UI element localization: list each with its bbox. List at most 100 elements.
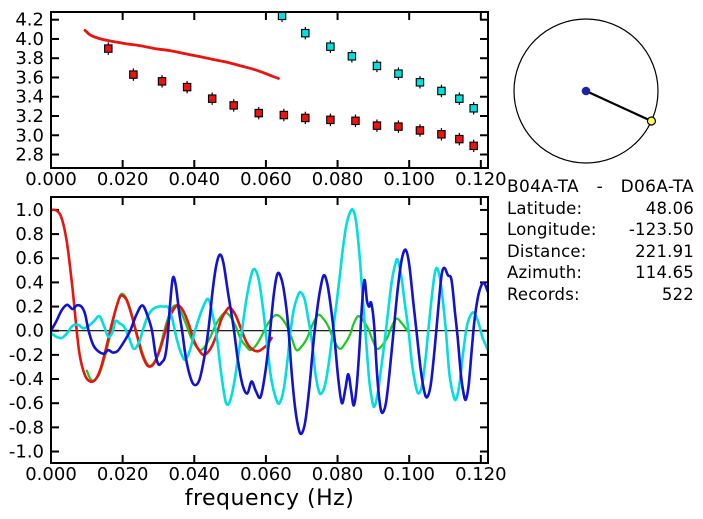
station-b-label: D06A-TA: [620, 177, 694, 197]
station-info-rows: Latitude: 48.06 Longitude: -123.50 Distance:…: [507, 198, 694, 305]
station-pair-title: B04A-TA - D06A-TA: [507, 176, 694, 198]
square-marker: [157, 77, 167, 86]
x-tick-label: 0.060: [240, 169, 292, 190]
azimuth-circle: [513, 18, 659, 164]
y-tick-label: 0.8: [15, 224, 44, 245]
y-tick-label: 0.4: [15, 272, 44, 293]
info-label: Longitude:: [507, 220, 597, 240]
info-row-latitude: Latitude: 48.06: [507, 198, 694, 219]
square-marker: [182, 82, 192, 92]
info-row-distance: Distance: 221.91: [507, 241, 694, 262]
y-tick-label: 4.2: [15, 10, 44, 31]
remote-station-dot: [646, 116, 657, 126]
info-value: 48.06: [645, 199, 694, 218]
x-axis-title: frequency (Hz): [185, 486, 355, 511]
info-label: Distance:: [507, 241, 587, 261]
series-red-square-picks: [104, 42, 478, 153]
info-value: -123.50: [628, 220, 694, 240]
station-info-panel: B04A-TA - D06A-TA Latitude: 48.06 Longitud…: [507, 176, 694, 305]
bottom-series: [51, 207, 488, 436]
square-marker: [394, 69, 403, 78]
top-series: [83, 12, 478, 153]
y-tick-label: 3.8: [15, 48, 44, 69]
y-tick-label: 3.4: [15, 87, 44, 108]
y-tick-label: 2.8: [15, 145, 44, 166]
square-marker: [347, 52, 357, 61]
y-tick-label: 1.0: [15, 200, 44, 221]
y-tick-label: 0.6: [15, 248, 44, 269]
y-tick-label: -0.4: [9, 369, 44, 390]
square-marker: [279, 110, 289, 120]
azimuth-diagram: [513, 18, 659, 164]
square-marker: [229, 101, 238, 110]
square-marker: [415, 126, 425, 135]
square-marker: [254, 108, 264, 118]
square-marker: [455, 134, 464, 144]
square-marker: [437, 130, 446, 139]
y-tick-label: 4.0: [15, 29, 44, 50]
info-row-records: Records: 522: [507, 284, 694, 305]
x-tick-label: 0.080: [312, 464, 364, 485]
square-marker: [394, 122, 403, 131]
station-pair-separator: -: [596, 177, 603, 197]
info-value: 221.91: [635, 241, 694, 261]
square-marker: [372, 121, 382, 130]
square-marker: [469, 141, 478, 151]
bottom-plot-border: [50, 196, 489, 464]
x-tick-label: 0.120: [455, 464, 507, 485]
series-cyan-cross-spectrum: [51, 207, 488, 409]
square-marker: [326, 42, 335, 51]
series-red-cross-spectrum: [51, 208, 273, 384]
bottom-plot: 0.000 0.020 0.040 0.060 0.080 0.100 0.120 -1.0 -…: [9, 196, 507, 511]
azimuth-line: [585, 90, 652, 123]
y-tick-label: 3.0: [15, 125, 44, 146]
info-label: Records:: [507, 284, 580, 304]
x-tick-label: 0.040: [169, 169, 221, 190]
y-tick-label: -0.2: [9, 345, 44, 366]
square-marker: [104, 44, 113, 53]
info-label: Latitude:: [507, 199, 583, 218]
square-marker: [455, 94, 464, 103]
x-tick-label: 0.100: [383, 464, 435, 485]
x-tick-label: 0.020: [97, 464, 149, 485]
square-marker: [129, 70, 138, 79]
info-value: 522: [661, 284, 694, 304]
station-a-label: B04A-TA: [507, 177, 579, 197]
x-tick-label: 0.000: [25, 169, 77, 190]
series-blue-cross-spectrum: [51, 248, 488, 436]
square-marker: [207, 94, 217, 103]
square-marker: [469, 104, 478, 113]
square-marker: [326, 115, 335, 125]
x-tick-label: 0.080: [312, 169, 364, 190]
y-tick-label: 3.2: [15, 106, 44, 127]
y-tick-label: 3.6: [15, 67, 44, 88]
y-tick-label: -1.0: [9, 442, 44, 463]
info-value: 114.65: [635, 263, 694, 283]
info-row-longitude: Longitude: -123.50: [507, 219, 694, 240]
y-tick-label: -0.8: [9, 417, 44, 438]
square-marker: [437, 86, 446, 96]
center-station-dot: [581, 86, 591, 96]
x-tick-label: 0.000: [25, 464, 77, 485]
x-tick-label: 0.020: [97, 169, 149, 190]
square-marker: [277, 12, 287, 21]
series-cyan-square-picks: [277, 12, 478, 115]
square-marker: [415, 78, 425, 87]
info-row-azimuth: Azimuth: 114.65: [507, 262, 694, 283]
square-marker: [301, 113, 310, 123]
square-marker: [301, 28, 310, 38]
x-tick-label: 0.040: [169, 464, 221, 485]
square-marker: [372, 61, 382, 71]
y-tick-label: -0.6: [9, 393, 44, 414]
series-reference-dispersion-curve: [83, 28, 280, 80]
x-tick-label: 0.120: [455, 169, 507, 190]
top-plot-border: [50, 11, 489, 169]
x-tick-label: 0.060: [240, 464, 292, 485]
square-marker: [351, 116, 360, 126]
info-label: Azimuth:: [507, 263, 583, 283]
x-tick-label: 0.100: [383, 169, 435, 190]
top-plot: 0.000 0.020 0.040 0.060 0.080 0.100 0.1202.83.…: [15, 10, 506, 190]
y-tick-label: 0.2: [15, 297, 44, 318]
